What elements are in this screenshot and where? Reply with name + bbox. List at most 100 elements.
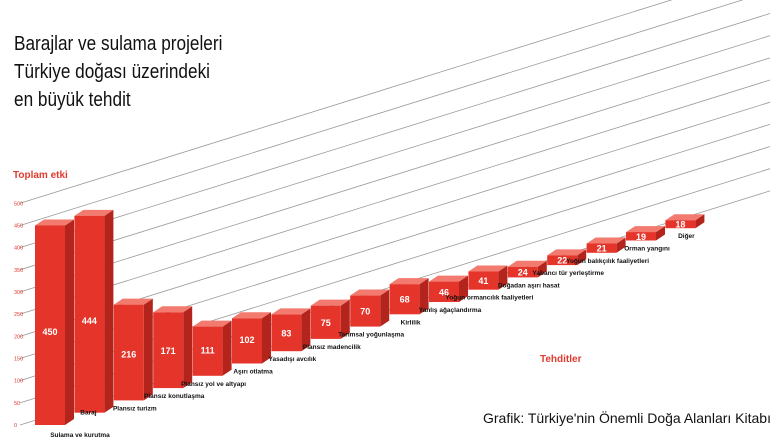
bar bbox=[507, 266, 538, 278]
bar-value-label: 18 bbox=[675, 220, 685, 230]
y-tick-label: 200 bbox=[14, 334, 23, 340]
category-label: Plansız yol ve altyapı bbox=[181, 381, 246, 388]
bar bbox=[389, 284, 420, 315]
bar bbox=[35, 225, 65, 425]
category-label: Yabancı tür yerleştirme bbox=[532, 270, 604, 277]
grid-line bbox=[19, 101, 771, 337]
bar-top bbox=[665, 214, 705, 221]
category-label: Doğadan aşırı hasat bbox=[498, 282, 561, 289]
y-axis-label: Toplam etki bbox=[13, 170, 68, 181]
bar-value-label: 70 bbox=[360, 307, 370, 317]
bar bbox=[665, 220, 696, 229]
bar-value-label: 46 bbox=[439, 287, 449, 297]
bar bbox=[310, 305, 341, 339]
bar-side bbox=[222, 320, 232, 376]
grid-line bbox=[19, 35, 771, 271]
bar-value-label: 102 bbox=[239, 335, 254, 345]
bar-top bbox=[547, 249, 587, 256]
bar-value-label: 444 bbox=[82, 316, 97, 326]
source-credit: Grafik: Türkiye'nin Önemli Doğa Alanları… bbox=[483, 410, 771, 426]
category-label: Aşırı otlatma bbox=[233, 369, 273, 376]
y-tick-label: 250 bbox=[14, 312, 23, 318]
category-label: Yoğun ormancılık faaliyetleri bbox=[445, 295, 533, 302]
bar-value-label: 24 bbox=[518, 268, 528, 278]
y-tick-label: 100 bbox=[14, 379, 23, 385]
bar-side bbox=[537, 260, 547, 278]
y-tick-label: 450 bbox=[14, 223, 23, 229]
bar bbox=[192, 326, 223, 376]
bar-value-label: 216 bbox=[121, 349, 136, 359]
grid-line bbox=[19, 0, 673, 204]
bar-top bbox=[310, 299, 350, 306]
category-label: Diğer bbox=[678, 233, 695, 240]
title-line-3: en büyük tehdit bbox=[14, 89, 131, 111]
bar-side bbox=[498, 265, 508, 290]
bar-top bbox=[586, 237, 626, 244]
bar-top bbox=[113, 298, 153, 305]
bar bbox=[350, 295, 381, 327]
bar-side bbox=[65, 219, 74, 425]
bar-value-label: 68 bbox=[400, 295, 410, 305]
bar bbox=[429, 281, 459, 302]
title-line-1: Barajlar ve sulama projeleri bbox=[14, 33, 223, 55]
bar-value-label: 171 bbox=[161, 346, 176, 356]
grid-line bbox=[19, 0, 744, 226]
bar-top bbox=[74, 209, 114, 216]
bar-value-label: 111 bbox=[201, 346, 215, 356]
bar-value-label: 21 bbox=[597, 244, 607, 254]
bar-top bbox=[153, 306, 193, 313]
title-line-2: Türkiye doğası üzerindeki bbox=[14, 61, 210, 83]
category-label: Kirlilik bbox=[401, 319, 421, 326]
bar-side bbox=[380, 289, 390, 327]
bar-top bbox=[626, 226, 665, 233]
category-label: Sulama ve kurutma bbox=[50, 432, 110, 439]
y-tick-label: 400 bbox=[14, 246, 23, 252]
bar bbox=[74, 215, 105, 413]
category-label: Baraj bbox=[80, 410, 96, 417]
bar bbox=[468, 271, 499, 290]
bar bbox=[113, 304, 144, 401]
bar bbox=[547, 255, 578, 266]
bar-value-label: 19 bbox=[636, 232, 646, 242]
bar-side bbox=[616, 237, 626, 253]
bar-top bbox=[350, 289, 390, 296]
category-label: Yanlış ağaçlandırma bbox=[419, 307, 482, 314]
bar-top bbox=[507, 260, 547, 267]
bar-side bbox=[695, 214, 705, 229]
y-tick-label: 300 bbox=[14, 290, 23, 296]
bar bbox=[232, 318, 262, 364]
bar-top bbox=[192, 320, 232, 327]
bar-value-label: 450 bbox=[42, 327, 57, 337]
y-tick-label: 0 bbox=[14, 423, 17, 429]
bar-top bbox=[232, 312, 271, 319]
bar bbox=[153, 312, 184, 389]
bar-side bbox=[104, 209, 114, 413]
bar-side bbox=[301, 308, 311, 352]
bar bbox=[626, 232, 656, 241]
category-label: Plansız madencilik bbox=[303, 344, 361, 351]
bar-value-label: 22 bbox=[557, 256, 567, 266]
category-label: Yoğun balıkçılık faaliyetleri bbox=[566, 258, 649, 265]
y-tick-label: 500 bbox=[14, 201, 23, 207]
category-label: Orman yangını bbox=[624, 246, 670, 253]
grid-line bbox=[19, 57, 771, 293]
category-label: Plansız turizm bbox=[113, 405, 157, 412]
bar-top bbox=[389, 278, 429, 285]
bar-side bbox=[577, 249, 587, 266]
bar-value-label: 41 bbox=[478, 276, 488, 286]
x-axis-label: Tehditler bbox=[540, 354, 582, 365]
bar-side bbox=[262, 312, 271, 364]
bar-side bbox=[459, 275, 468, 302]
chart-title: Barajlar ve sulama projeleri Türkiye doğ… bbox=[14, 30, 222, 114]
y-tick-label: 350 bbox=[14, 268, 23, 274]
grid-line bbox=[19, 13, 771, 249]
bar bbox=[586, 243, 617, 253]
bar-side bbox=[656, 226, 665, 241]
bar-value-label: 75 bbox=[321, 318, 331, 328]
bar-top bbox=[468, 265, 508, 272]
bar-side bbox=[419, 278, 429, 315]
y-tick-label: 50 bbox=[14, 401, 20, 407]
bar-side bbox=[183, 306, 193, 389]
grid-line bbox=[19, 79, 771, 315]
